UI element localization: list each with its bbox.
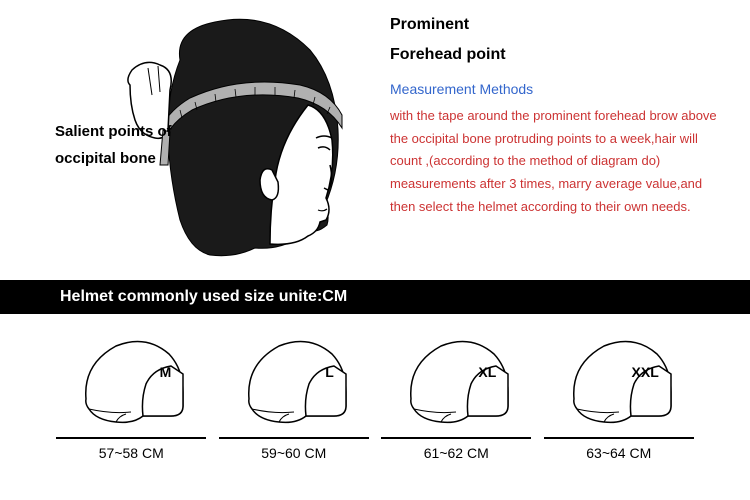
size-letter: XL [478, 364, 496, 380]
size-underline [219, 437, 369, 439]
size-range: 63~64 CM [586, 445, 651, 461]
size-underline [381, 437, 531, 439]
size-item: M 57~58 CM [56, 334, 206, 461]
size-letter: L [325, 364, 334, 380]
size-range: 57~58 CM [99, 445, 164, 461]
size-header-bar: Helmet commonly used size unite:CM [0, 280, 750, 314]
size-underline [56, 437, 206, 439]
measurement-section: Salient points of occipital bone Promine… [0, 0, 750, 280]
size-underline [544, 437, 694, 439]
occipital-label: Salient points of occipital bone [55, 118, 172, 172]
forehead-label-line1: Prominent [390, 10, 730, 40]
helmet-icon: XL [396, 334, 516, 429]
methods-body: with the tape around the prominent foreh… [390, 105, 730, 219]
sizes-row: M 57~58 CM L 59~60 CM XL [0, 314, 750, 461]
helmet-icon: XXL [559, 334, 679, 429]
size-letter: M [160, 364, 172, 380]
size-letter: XXL [632, 364, 659, 380]
size-range: 59~60 CM [261, 445, 326, 461]
size-item: XL 61~62 CM [381, 334, 531, 461]
forehead-label-line2: Forehead point [390, 40, 730, 70]
helmet-icon: M [71, 334, 191, 429]
helmet-icon: L [234, 334, 354, 429]
occipital-label-line2: occipital bone [55, 145, 172, 172]
text-column: Prominent Forehead point Measurement Met… [390, 10, 750, 260]
methods-title: Measurement Methods [390, 81, 730, 97]
size-range: 61~62 CM [424, 445, 489, 461]
diagram-column: Salient points of occipital bone [0, 10, 390, 260]
size-item: L 59~60 CM [219, 334, 369, 461]
size-item: XXL 63~64 CM [544, 334, 694, 461]
occipital-label-line1: Salient points of [55, 118, 172, 145]
forehead-label: Prominent Forehead point [390, 10, 730, 71]
